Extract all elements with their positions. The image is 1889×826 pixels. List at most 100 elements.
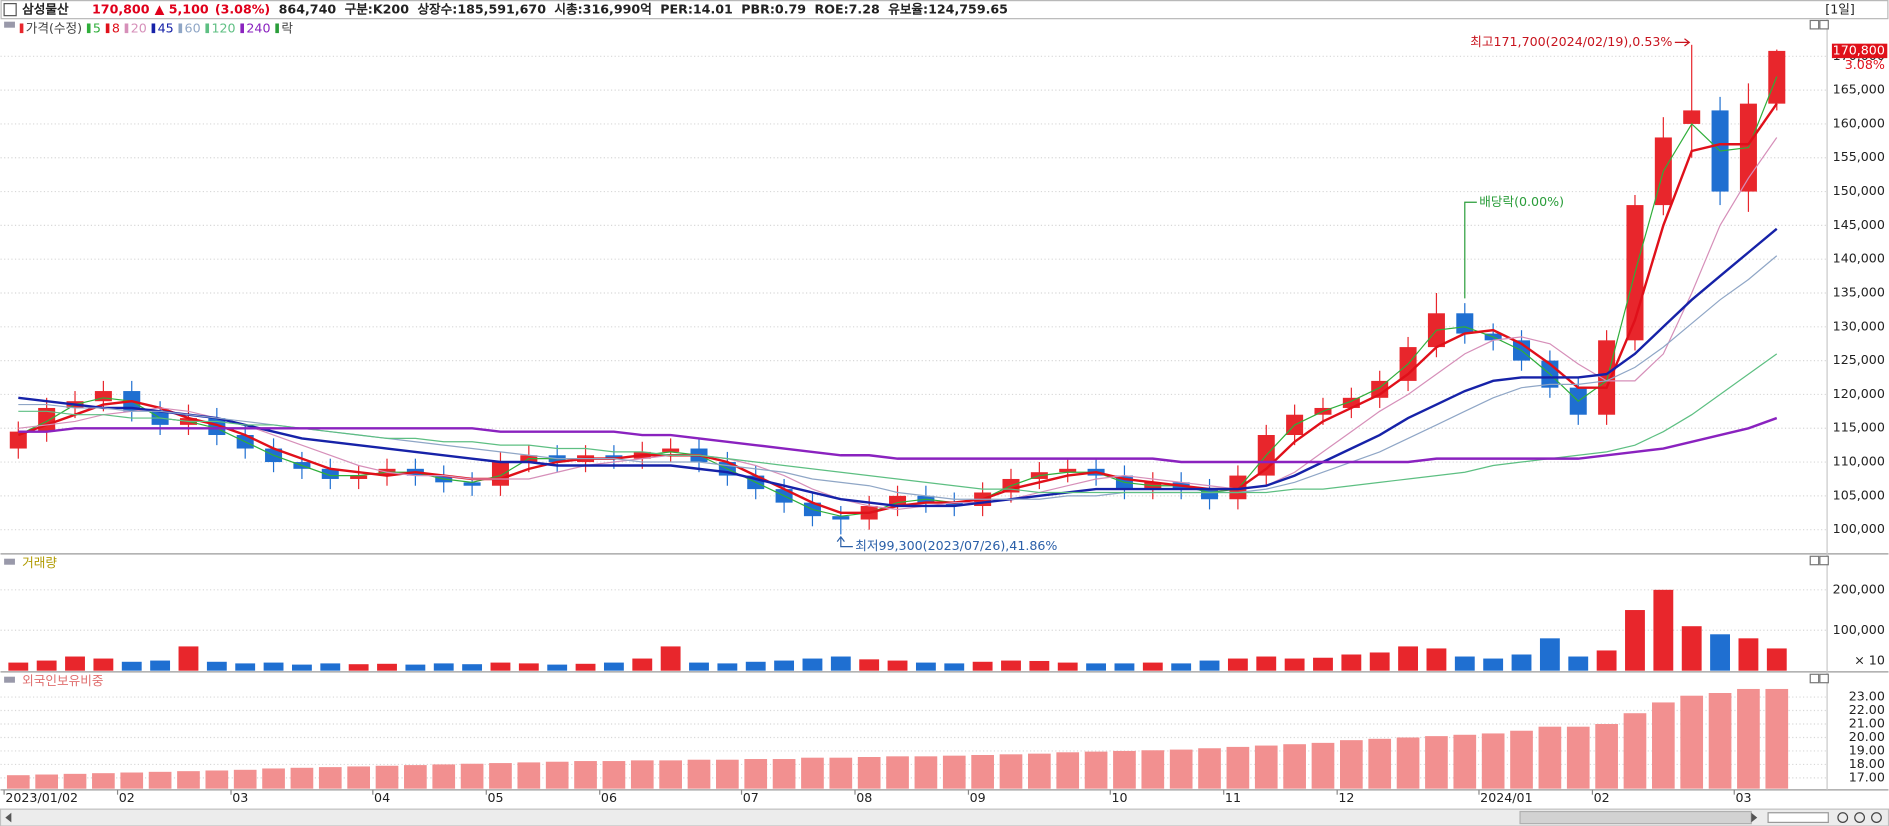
bar	[1566, 726, 1590, 789]
bar	[716, 759, 739, 789]
y-tick-label: 140,000	[1833, 251, 1885, 266]
legend-label: 60	[185, 20, 201, 35]
panel-max[interactable]	[1809, 19, 1820, 30]
legend-marker	[105, 23, 110, 34]
bar	[632, 658, 653, 671]
x-tick-label: 03	[232, 790, 248, 805]
bar	[347, 766, 370, 789]
bar	[1425, 736, 1448, 789]
x-tick-label: 04	[374, 790, 390, 805]
bar	[35, 774, 59, 789]
scroll-thumb[interactable]	[1519, 810, 1752, 825]
checkbox[interactable]	[3, 3, 17, 17]
header-stat: 유보율:124,759.65	[888, 2, 1008, 17]
bar	[630, 760, 654, 789]
bar	[1199, 660, 1220, 671]
moving-average	[18, 416, 1778, 464]
bar	[1114, 663, 1135, 671]
low-annotation: 최저99,300(2023/07/26),41.86%	[855, 538, 1057, 553]
y-tick-label: 130,000	[1833, 318, 1885, 333]
bar	[63, 773, 87, 789]
ex-dividend-line	[1464, 201, 1477, 299]
bar	[745, 661, 766, 671]
bar	[1396, 737, 1420, 789]
panel-title: 외국인보유비중	[22, 673, 103, 688]
change-rate: (3.08%)	[215, 2, 270, 17]
scroll-right[interactable]	[1751, 812, 1758, 823]
zoom-reset[interactable]	[1871, 812, 1882, 823]
bar	[1226, 746, 1250, 789]
bar	[177, 771, 200, 789]
bar	[659, 760, 682, 789]
price-tag-label: 170,800	[1833, 42, 1885, 57]
panel-close[interactable]	[1819, 555, 1829, 566]
legend-marker	[205, 23, 210, 34]
bar	[36, 660, 57, 671]
x-tick-label: 10	[1111, 790, 1127, 805]
bar	[1710, 634, 1730, 671]
bar	[404, 765, 427, 789]
price-tag-rate: 3.08%	[1845, 57, 1885, 72]
period[interactable]: [1일]	[1825, 2, 1855, 17]
bar	[1084, 751, 1108, 789]
bar	[915, 662, 936, 671]
panel-icon[interactable]	[4, 558, 15, 565]
zoom-in[interactable]	[1854, 812, 1866, 823]
bar	[1254, 745, 1278, 789]
header-stat: 시총:316,990억	[554, 2, 651, 17]
bar	[1113, 750, 1136, 789]
bar	[462, 664, 483, 671]
y-tick-label: 23.00	[1849, 689, 1885, 704]
panel-buttons	[4, 19, 1829, 684]
bar	[744, 759, 768, 789]
bar	[6, 775, 30, 789]
bar	[1454, 656, 1475, 671]
y-tick-label: 145,000	[1833, 217, 1885, 232]
bar	[121, 661, 142, 671]
x-tick-label: 2024/01	[1480, 790, 1532, 805]
panel-icon[interactable]	[4, 676, 15, 683]
legend-label: 가격(수정)	[26, 20, 82, 35]
header-stat: 864,740	[279, 2, 337, 17]
y-tick-label: 125,000	[1833, 352, 1885, 367]
x-tick-label: 06	[601, 790, 617, 805]
bar	[233, 769, 257, 789]
panel-icon[interactable]	[4, 21, 15, 28]
bar	[1596, 650, 1617, 671]
panel-max[interactable]	[1809, 555, 1820, 566]
bar	[547, 664, 568, 671]
zoom-slider[interactable]	[1767, 812, 1829, 823]
y-tick-label: 21.00	[1849, 715, 1885, 730]
legend-label: 45	[158, 20, 174, 35]
legend-marker	[86, 23, 91, 34]
legend-label: 240	[246, 20, 270, 35]
panel-close[interactable]	[1819, 19, 1829, 30]
bar	[1651, 702, 1675, 789]
panel-close[interactable]	[1819, 673, 1829, 684]
bar	[148, 771, 172, 789]
scroll-left[interactable]	[5, 812, 12, 823]
bar	[178, 646, 199, 671]
y-tick-label: 120,000	[1833, 386, 1885, 401]
header-stat: ROE:7.28	[814, 2, 879, 17]
y-tick-label: 115,000	[1833, 420, 1885, 435]
zoom-out[interactable]	[1837, 812, 1849, 823]
candle-body	[605, 455, 623, 459]
bar	[1511, 654, 1532, 671]
panel-max[interactable]	[1809, 673, 1820, 684]
bar	[1169, 749, 1193, 789]
legend-marker	[124, 23, 129, 34]
bar	[1256, 656, 1277, 671]
bar	[489, 763, 512, 789]
header-bar	[0, 0, 1889, 20]
y-tick-label: 105,000	[1833, 487, 1885, 502]
bar	[1283, 744, 1306, 789]
moving-average	[18, 137, 1778, 511]
x-tick-label: 07	[743, 790, 759, 805]
header-stat: 상장수:185,591,670	[417, 2, 546, 17]
bar	[774, 660, 795, 671]
bar	[802, 658, 823, 671]
candle-body	[1456, 313, 1474, 334]
y-tick-label: 22.00	[1849, 702, 1885, 717]
bar	[1708, 693, 1732, 789]
